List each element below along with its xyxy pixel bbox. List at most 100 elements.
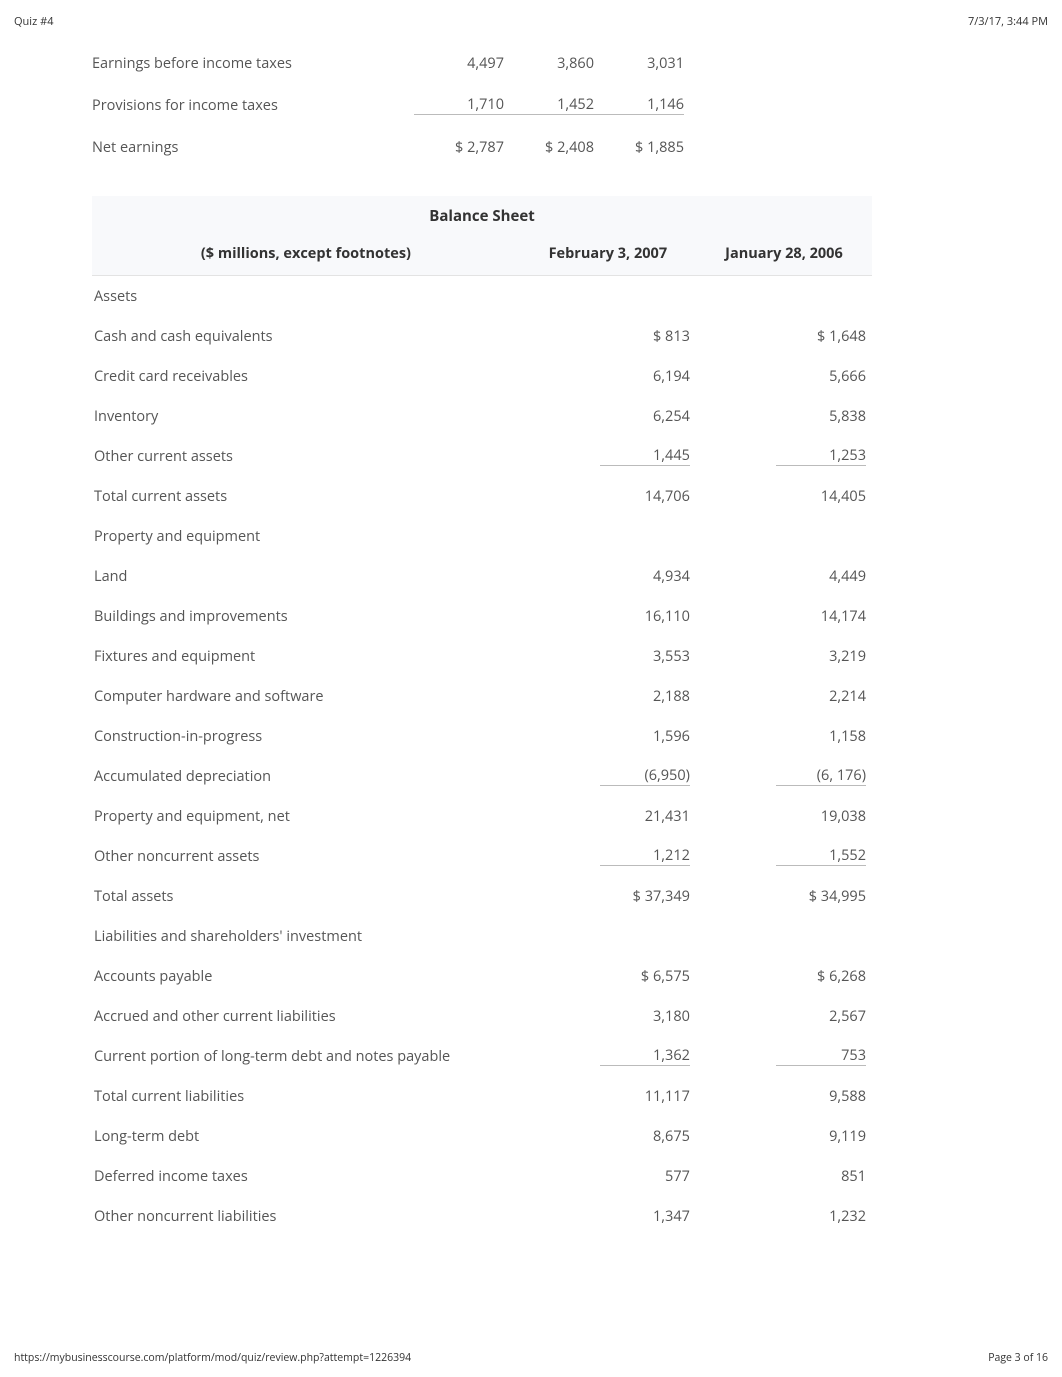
page-header-right: 7/3/17, 3:44 PM bbox=[968, 14, 1048, 29]
balance-cell: 851 bbox=[696, 1156, 872, 1196]
page-header-left: Quiz #4 bbox=[14, 14, 54, 29]
balance-row-label: Liabilities and shareholders' investment bbox=[92, 916, 520, 956]
balance-cell: 1,212 bbox=[520, 836, 696, 876]
balance-cell: 16,110 bbox=[520, 596, 696, 636]
balance-cell: 1,596 bbox=[520, 716, 696, 756]
balance-row-label: Other noncurrent assets bbox=[92, 836, 520, 876]
balance-row-label: Other current assets bbox=[92, 436, 520, 476]
balance-row: Construction-in-progress1,5961,158 bbox=[92, 716, 872, 756]
balance-row: Inventory6,2545,838 bbox=[92, 396, 872, 436]
balance-row-label: Property and equipment bbox=[92, 516, 520, 556]
balance-cell: 2,214 bbox=[696, 676, 872, 716]
balance-cell: 3,180 bbox=[520, 996, 696, 1036]
balance-cell: 6,194 bbox=[520, 356, 696, 396]
balance-colhead-c2: January 28, 2006 bbox=[696, 234, 872, 276]
balance-row-label: Accumulated depreciation bbox=[92, 756, 520, 796]
balance-cell: 2,567 bbox=[696, 996, 872, 1036]
balance-sheet-table: Balance Sheet ($ millions, except footno… bbox=[92, 196, 872, 1236]
balance-cell: 1,232 bbox=[696, 1196, 872, 1236]
income-cell: 1,146 bbox=[594, 84, 684, 126]
balance-row: Fixtures and equipment3,5533,219 bbox=[92, 636, 872, 676]
balance-row-label: Deferred income taxes bbox=[92, 1156, 520, 1196]
balance-cell bbox=[520, 516, 696, 556]
balance-cell: 9,119 bbox=[696, 1116, 872, 1156]
balance-cell: 5,666 bbox=[696, 356, 872, 396]
balance-cell: 1,158 bbox=[696, 716, 872, 756]
balance-row: Deferred income taxes577851 bbox=[92, 1156, 872, 1196]
balance-row-label: Total current liabilities bbox=[92, 1076, 520, 1116]
balance-row: Accrued and other current liabilities3,1… bbox=[92, 996, 872, 1036]
balance-row: Other noncurrent liabilities1,3471,232 bbox=[92, 1196, 872, 1236]
balance-cell: 19,038 bbox=[696, 796, 872, 836]
balance-row: Liabilities and shareholders' investment bbox=[92, 916, 872, 956]
balance-row: Property and equipment bbox=[92, 516, 872, 556]
balance-row-label: Buildings and improvements bbox=[92, 596, 520, 636]
income-row: Earnings before income taxes4,4973,8603,… bbox=[92, 42, 684, 84]
balance-row-label: Computer hardware and software bbox=[92, 676, 520, 716]
balance-row-label: Other noncurrent liabilities bbox=[92, 1196, 520, 1236]
balance-row: Cash and cash equivalents$ 813$ 1,648 bbox=[92, 316, 872, 356]
balance-cell: $ 1,648 bbox=[696, 316, 872, 356]
balance-cell: 3,219 bbox=[696, 636, 872, 676]
balance-row: Current portion of long-term debt and no… bbox=[92, 1036, 872, 1076]
balance-cell: 8,675 bbox=[520, 1116, 696, 1156]
balance-row: Credit card receivables6,1945,666 bbox=[92, 356, 872, 396]
income-cell: 4,497 bbox=[414, 42, 504, 84]
income-row-label: Provisions for income taxes bbox=[92, 84, 414, 126]
balance-cell: (6,950) bbox=[520, 756, 696, 796]
income-cell: 1,710 bbox=[414, 84, 504, 126]
balance-row-label: Current portion of long-term debt and no… bbox=[92, 1036, 520, 1076]
balance-cell: 21,431 bbox=[520, 796, 696, 836]
balance-row-label: Construction-in-progress bbox=[92, 716, 520, 756]
balance-colhead-c1: February 3, 2007 bbox=[520, 234, 696, 276]
balance-row: Accumulated depreciation(6,950)(6, 176) bbox=[92, 756, 872, 796]
balance-cell: 11,117 bbox=[520, 1076, 696, 1116]
balance-cell: 14,405 bbox=[696, 476, 872, 516]
balance-title: Balance Sheet bbox=[92, 196, 872, 234]
balance-row: Other current assets1,4451,253 bbox=[92, 436, 872, 476]
balance-cell: 5,838 bbox=[696, 396, 872, 436]
balance-row-label: Total current assets bbox=[92, 476, 520, 516]
balance-row: Accounts payable$ 6,575$ 6,268 bbox=[92, 956, 872, 996]
balance-cell: 2,188 bbox=[520, 676, 696, 716]
balance-cell: 3,553 bbox=[520, 636, 696, 676]
balance-cell bbox=[520, 916, 696, 956]
income-cell: 3,031 bbox=[594, 42, 684, 84]
balance-row-label: Property and equipment, net bbox=[92, 796, 520, 836]
balance-cell: 4,449 bbox=[696, 556, 872, 596]
income-row: Provisions for income taxes1,7101,4521,1… bbox=[92, 84, 684, 126]
balance-cell: $ 34,995 bbox=[696, 876, 872, 916]
income-cell: $ 1,885 bbox=[594, 126, 684, 168]
balance-cell: 1,253 bbox=[696, 436, 872, 476]
page-footer-page: Page 3 of 16 bbox=[988, 1351, 1048, 1365]
balance-cell: $ 37,349 bbox=[520, 876, 696, 916]
balance-row-label: Land bbox=[92, 556, 520, 596]
balance-row: Land4,9344,449 bbox=[92, 556, 872, 596]
balance-row-label: Assets bbox=[92, 276, 520, 317]
balance-cell: 1,362 bbox=[520, 1036, 696, 1076]
balance-row-label: Long-term debt bbox=[92, 1116, 520, 1156]
balance-row: Other noncurrent assets1,2121,552 bbox=[92, 836, 872, 876]
balance-cell: 6,254 bbox=[520, 396, 696, 436]
balance-cell: $ 6,268 bbox=[696, 956, 872, 996]
income-cell: $ 2,787 bbox=[414, 126, 504, 168]
balance-row: Buildings and improvements16,11014,174 bbox=[92, 596, 872, 636]
balance-cell: 577 bbox=[520, 1156, 696, 1196]
balance-cell: $ 6,575 bbox=[520, 956, 696, 996]
income-row-label: Earnings before income taxes bbox=[92, 42, 414, 84]
balance-row: Property and equipment, net21,43119,038 bbox=[92, 796, 872, 836]
balance-row-label: Inventory bbox=[92, 396, 520, 436]
income-cell: $ 2,408 bbox=[504, 126, 594, 168]
balance-cell: 753 bbox=[696, 1036, 872, 1076]
balance-row-label: Accounts payable bbox=[92, 956, 520, 996]
balance-cell: 9,588 bbox=[696, 1076, 872, 1116]
balance-cell bbox=[696, 516, 872, 556]
balance-row: Total current assets14,70614,405 bbox=[92, 476, 872, 516]
balance-row: Long-term debt8,6759,119 bbox=[92, 1116, 872, 1156]
balance-row-label: Accrued and other current liabilities bbox=[92, 996, 520, 1036]
balance-cell: 1,347 bbox=[520, 1196, 696, 1236]
balance-cell bbox=[520, 276, 696, 317]
balance-cell: 14,174 bbox=[696, 596, 872, 636]
income-row: Net earnings$ 2,787$ 2,408$ 1,885 bbox=[92, 126, 684, 168]
balance-cell: $ 813 bbox=[520, 316, 696, 356]
